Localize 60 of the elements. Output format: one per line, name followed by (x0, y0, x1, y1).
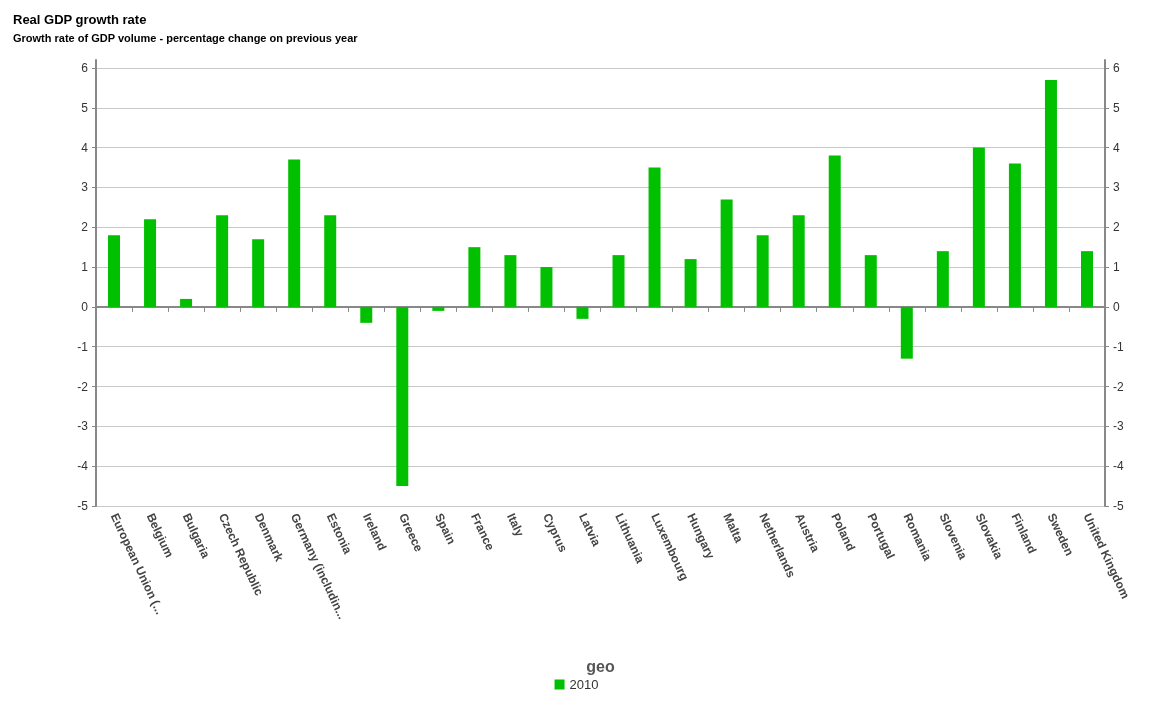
bar (1008, 163, 1021, 307)
bar (576, 306, 589, 319)
y-tick-label: 4 (81, 140, 89, 155)
chart-subtitle: Growth rate of GDP volume - percentage change on previous year (13, 31, 359, 44)
bar (900, 306, 913, 359)
y-tick-label: 0 (81, 299, 89, 314)
bar (864, 255, 877, 307)
bar (468, 247, 481, 307)
x-tick-label: Italy (504, 511, 528, 539)
bar (972, 147, 985, 307)
bar (540, 267, 553, 307)
y2-tick-label: 0 (1113, 299, 1120, 314)
y2-tick-label: -2 (1113, 379, 1124, 394)
bar (792, 215, 805, 307)
bar (612, 255, 625, 307)
y-tick-label: 2 (81, 220, 89, 235)
x-tick-label: Malta (720, 511, 747, 546)
bar (720, 199, 733, 307)
y2-tick-label: 2 (1113, 220, 1120, 235)
y2-tick-label: -1 (1113, 339, 1124, 354)
bar (828, 155, 841, 307)
bar (396, 306, 409, 487)
bar (1080, 251, 1093, 307)
bar (1044, 79, 1057, 307)
y2-tick-label: 1 (1113, 260, 1120, 275)
y-tick-label: 3 (81, 180, 89, 195)
y-tick-label: -1 (77, 339, 89, 354)
x-axis-title: geo (586, 657, 615, 675)
y2-tick-label: -3 (1113, 419, 1124, 434)
bar (360, 306, 373, 323)
bar (180, 298, 193, 307)
bar (684, 259, 697, 307)
legend-label: 2010 (569, 677, 599, 692)
bar (324, 215, 337, 307)
bar (648, 167, 661, 307)
y2-tick-label: 3 (1113, 180, 1120, 195)
y-tick-label: -3 (77, 419, 89, 434)
y2-tick-label: -5 (1113, 499, 1124, 513)
bar (252, 239, 265, 307)
y-tick-label: -5 (77, 499, 89, 513)
bar (108, 235, 121, 307)
y-tick-label: 1 (81, 260, 89, 275)
y2-tick-label: 4 (1113, 140, 1120, 155)
bar (936, 251, 949, 307)
bar (432, 306, 445, 311)
y2-tick-label: 6 (1113, 60, 1120, 75)
bar (216, 215, 229, 307)
y2-tick-label: 5 (1113, 100, 1120, 115)
y2-tick-label: -4 (1113, 459, 1124, 474)
x-tick-label: Spain (432, 511, 459, 547)
y-tick-label: 6 (81, 60, 89, 75)
y-tick-label: 5 (81, 100, 89, 115)
y-tick-label: -4 (77, 459, 89, 474)
chart-title: Real GDP growth rate (13, 12, 147, 27)
bar (144, 219, 157, 307)
bar (504, 255, 517, 307)
bar (288, 159, 301, 307)
x-tick-label: Latvia (576, 511, 604, 549)
bar (756, 235, 769, 307)
y-tick-label: -2 (77, 379, 89, 394)
